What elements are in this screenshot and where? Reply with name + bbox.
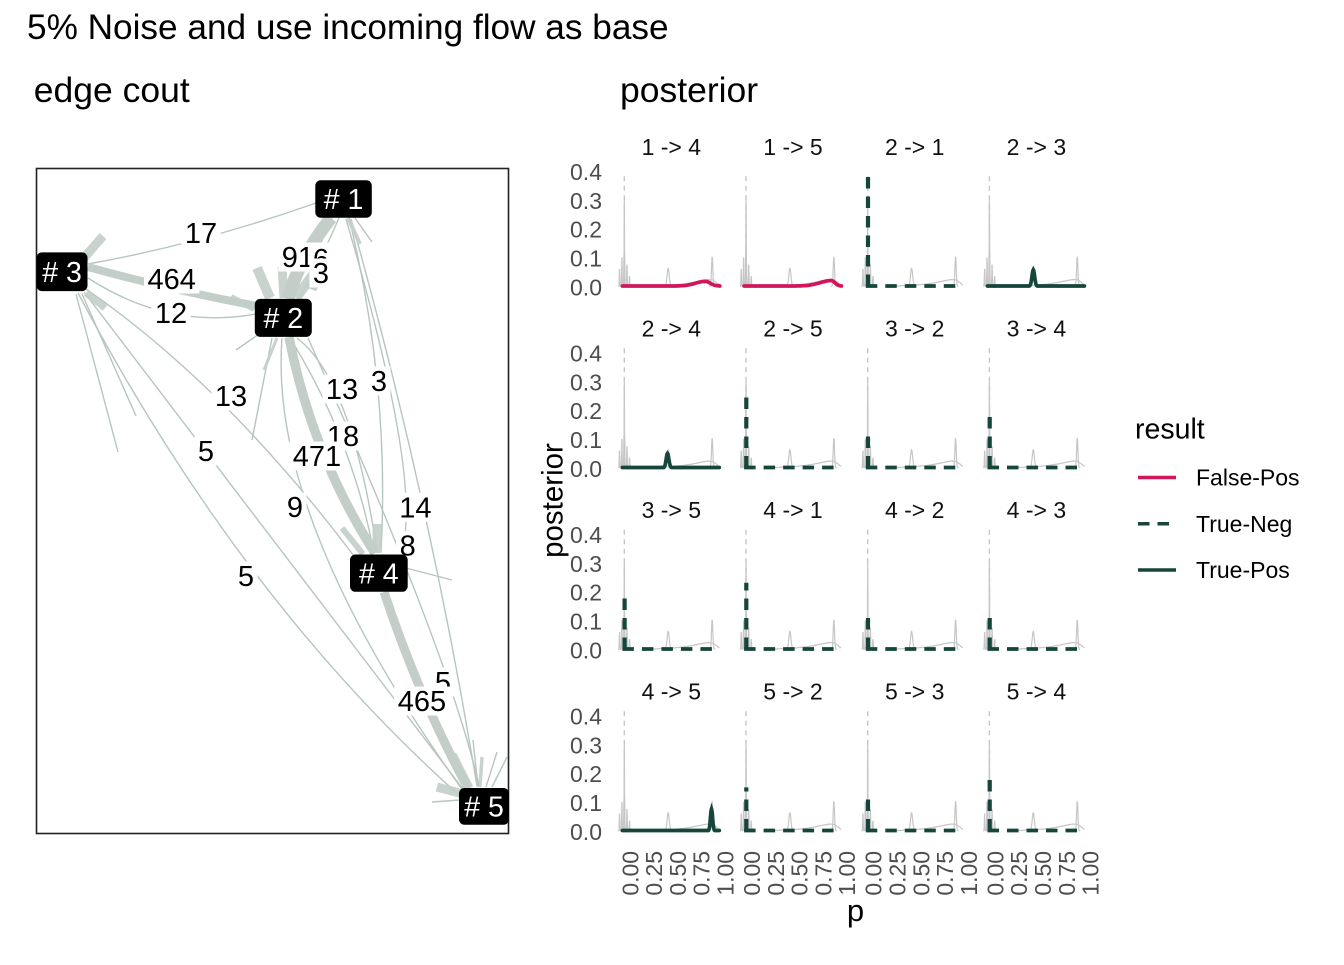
- svg-text:4 -> 1: 4 -> 1: [763, 497, 822, 523]
- svg-text:0.00: 0.00: [739, 851, 765, 896]
- svg-text:9: 9: [287, 492, 303, 524]
- svg-text:4 -> 2: 4 -> 2: [885, 497, 944, 523]
- svg-text:0.2: 0.2: [570, 217, 602, 243]
- svg-text:0.75: 0.75: [689, 851, 715, 896]
- svg-text:0.3: 0.3: [570, 732, 602, 758]
- svg-text:0.4: 0.4: [570, 703, 602, 729]
- svg-text:result: result: [1135, 414, 1205, 446]
- svg-text:# 2: # 2: [263, 303, 303, 335]
- svg-text:0.50: 0.50: [908, 851, 934, 896]
- svg-text:0.75: 0.75: [1054, 851, 1080, 896]
- svg-text:0.25: 0.25: [641, 851, 667, 896]
- svg-text:0.1: 0.1: [570, 609, 602, 635]
- svg-text:0.3: 0.3: [570, 369, 602, 395]
- svg-text:5: 5: [238, 561, 254, 593]
- svg-text:3: 3: [371, 366, 387, 398]
- svg-text:0.4: 0.4: [570, 159, 602, 185]
- svg-text:0.75: 0.75: [810, 851, 836, 896]
- svg-text:edge cout: edge cout: [34, 70, 190, 110]
- svg-text:0.00: 0.00: [861, 851, 887, 896]
- svg-text:0.25: 0.25: [763, 851, 789, 896]
- svg-text:4 -> 5: 4 -> 5: [642, 678, 701, 704]
- svg-text:0.3: 0.3: [570, 188, 602, 214]
- svg-text:1 -> 5: 1 -> 5: [763, 134, 822, 160]
- svg-text:0.2: 0.2: [570, 580, 602, 606]
- svg-text:# 4: # 4: [359, 558, 399, 590]
- svg-text:0.00: 0.00: [982, 851, 1008, 896]
- svg-text:13: 13: [326, 374, 358, 406]
- svg-text:0.25: 0.25: [1006, 851, 1032, 896]
- svg-text:# 5: # 5: [464, 792, 504, 824]
- svg-text:12: 12: [155, 298, 187, 330]
- svg-text:5: 5: [198, 436, 214, 468]
- svg-text:0.75: 0.75: [932, 851, 958, 896]
- svg-text:True-Pos: True-Pos: [1196, 557, 1290, 583]
- svg-text:13: 13: [215, 381, 247, 413]
- svg-text:4 -> 3: 4 -> 3: [1007, 497, 1066, 523]
- svg-text:1.00: 1.00: [1078, 851, 1104, 896]
- svg-text:2 -> 4: 2 -> 4: [642, 315, 702, 341]
- svg-text:2 -> 1: 2 -> 1: [885, 134, 944, 160]
- svg-text:0.1: 0.1: [570, 246, 602, 272]
- svg-text:False-Pos: False-Pos: [1196, 465, 1300, 491]
- svg-text:0.0: 0.0: [570, 456, 602, 482]
- svg-text:True-Neg: True-Neg: [1196, 511, 1292, 537]
- svg-text:0.4: 0.4: [570, 340, 602, 366]
- svg-text:464: 464: [148, 264, 196, 296]
- svg-text:posterior: posterior: [537, 443, 570, 558]
- svg-text:0.3: 0.3: [570, 551, 602, 577]
- svg-text:1.00: 1.00: [834, 851, 860, 896]
- svg-text:5 -> 3: 5 -> 3: [885, 678, 944, 704]
- svg-text:0.0: 0.0: [570, 275, 602, 301]
- svg-text:465: 465: [398, 686, 446, 718]
- svg-text:2 -> 5: 2 -> 5: [763, 315, 822, 341]
- svg-text:3 -> 4: 3 -> 4: [1007, 315, 1067, 341]
- svg-text:p: p: [847, 893, 864, 928]
- svg-text:1.00: 1.00: [956, 851, 982, 896]
- svg-text:5% Noise and use incoming flow: 5% Noise and use incoming flow as base: [27, 8, 669, 47]
- svg-text:17: 17: [185, 218, 217, 250]
- svg-text:1.00: 1.00: [713, 851, 739, 896]
- svg-text:0.50: 0.50: [787, 851, 813, 896]
- svg-text:0.50: 0.50: [665, 851, 691, 896]
- svg-text:0.1: 0.1: [570, 790, 602, 816]
- svg-text:0.50: 0.50: [1030, 851, 1056, 896]
- svg-text:# 3: # 3: [42, 257, 82, 289]
- svg-text:5 -> 2: 5 -> 2: [763, 678, 822, 704]
- svg-text:0.0: 0.0: [570, 819, 602, 845]
- svg-text:1 -> 4: 1 -> 4: [642, 134, 702, 160]
- svg-text:14: 14: [399, 493, 431, 525]
- svg-text:0.2: 0.2: [570, 398, 602, 424]
- svg-text:posterior: posterior: [620, 70, 758, 110]
- svg-text:0.1: 0.1: [570, 427, 602, 453]
- svg-text:0.25: 0.25: [885, 851, 911, 896]
- svg-text:0.4: 0.4: [570, 522, 602, 548]
- svg-text:3 -> 5: 3 -> 5: [642, 497, 701, 523]
- svg-text:# 1: # 1: [324, 184, 364, 216]
- svg-text:2 -> 3: 2 -> 3: [1007, 134, 1066, 160]
- svg-text:471: 471: [293, 441, 341, 473]
- svg-text:5 -> 4: 5 -> 4: [1007, 678, 1067, 704]
- svg-text:3: 3: [313, 258, 329, 290]
- svg-text:3 -> 2: 3 -> 2: [885, 315, 944, 341]
- svg-text:0.0: 0.0: [570, 638, 602, 664]
- svg-text:0.00: 0.00: [617, 851, 643, 896]
- svg-text:0.2: 0.2: [570, 761, 602, 787]
